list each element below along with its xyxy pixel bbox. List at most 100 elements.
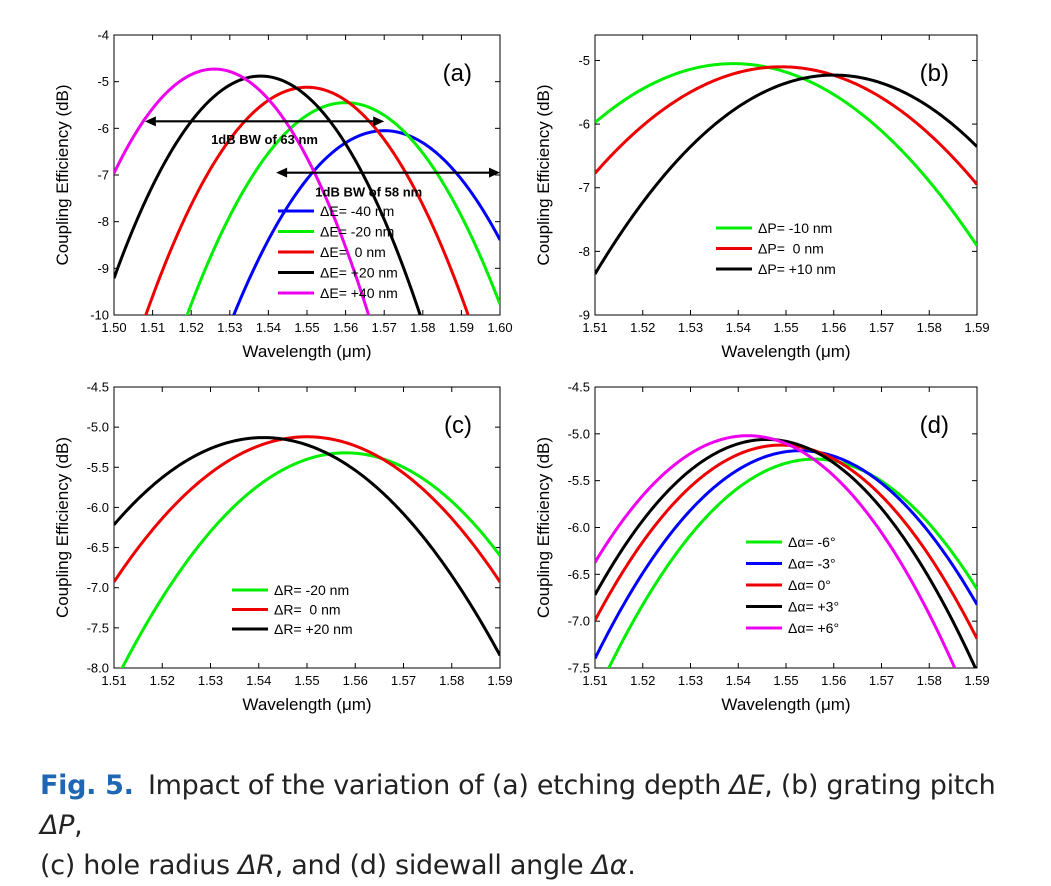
- x-tick-label: 1.55: [773, 320, 798, 335]
- legend-entry: Δα= +6°: [788, 620, 839, 636]
- x-tick-label: 1.55: [294, 320, 319, 335]
- y-tick-label: -7.5: [568, 661, 590, 676]
- series-line-0: [607, 457, 977, 668]
- x-tick-label: 1.52: [630, 673, 655, 688]
- panel-label: (b): [920, 60, 949, 87]
- panel-label: (c): [444, 412, 472, 439]
- y-tick-label: -6.5: [87, 540, 109, 555]
- y-tick-label: -10: [90, 308, 109, 323]
- series-line-1: [595, 449, 977, 660]
- caption-symbol-e: ΔE: [729, 770, 765, 801]
- y-tick-label: -7.5: [87, 620, 109, 635]
- legend: ΔE= -40 nm ΔE= -20 nm ΔE= 0 nm ΔE= +20 nm ΔE…: [278, 203, 398, 301]
- figure-caption: Fig. 5. Impact of the variation of (a) e…: [40, 766, 1040, 886]
- caption-text-3: ,: [74, 810, 83, 841]
- y-tick-label: -5.5: [568, 473, 590, 488]
- legend-entry: ΔE= -40 nm: [320, 203, 394, 219]
- legend-entry: ΔE= +20 nm: [320, 265, 398, 281]
- x-tick-label: 1.51: [101, 673, 126, 688]
- x-tick-label: 1.58: [917, 320, 942, 335]
- x-tick-label: 1.58: [917, 673, 942, 688]
- caption-text-1: Impact of the variation of (a) etching d…: [147, 770, 730, 801]
- series-group: [595, 62, 977, 275]
- x-tick-label: 1.53: [678, 320, 703, 335]
- x-tick-label: 1.52: [179, 320, 204, 335]
- x-tick-label: 1.54: [726, 673, 751, 688]
- x-tick-label: 1.56: [821, 673, 846, 688]
- x-tick-label: 1.58: [410, 320, 435, 335]
- caption-symbol-p: ΔP: [40, 810, 75, 841]
- series-group: [114, 67, 500, 315]
- x-tick-label: 1.50: [101, 320, 126, 335]
- y-tick-label: -6.0: [87, 500, 109, 515]
- x-tick-label: 1.56: [821, 320, 846, 335]
- legend-entry: ΔE= 0 nm: [320, 244, 386, 260]
- x-tick-label: 1.57: [869, 673, 894, 688]
- figure-label: Fig. 5.: [40, 770, 134, 801]
- series-line-3: [114, 74, 422, 315]
- y-tick-label: -6: [578, 117, 590, 132]
- caption-text-6: .: [627, 850, 636, 881]
- legend-entry: ΔP= -10 nm: [758, 220, 832, 236]
- arrowhead-left: [276, 167, 288, 178]
- y-axis-label: Coupling Efficiency (dB): [53, 437, 72, 618]
- x-tick-label: 1.57: [391, 673, 416, 688]
- y-tick-label: -8: [97, 214, 109, 229]
- caption-symbol-a: Δα: [591, 850, 628, 881]
- figure-panels: 1.50 1.51 1.52 1.53 1.54 1.55 1.56 1.57 1.58 1.59…: [53, 28, 990, 715]
- caption-text-2: , (b) grating pitch: [764, 770, 996, 801]
- x-tick-label: 1.54: [256, 320, 281, 335]
- y-axis-label: Coupling Efficiency (dB): [534, 437, 553, 618]
- y-tick-label: -5.5: [87, 460, 109, 475]
- x-tick-label: 1.53: [678, 673, 703, 688]
- y-tick-label: -7: [578, 180, 590, 195]
- x-tick-label: 1.57: [372, 320, 397, 335]
- x-axis-label: Wavelength (μm): [242, 342, 371, 361]
- chart-panel-a: 1.50 1.51 1.52 1.53 1.54 1.55 1.56 1.57 1.58 1.59…: [53, 28, 513, 362]
- annotation-label: 1dB BW of 63 nm: [211, 132, 318, 147]
- caption-text-4: (c) hole radius: [40, 850, 239, 881]
- series-line-4: [114, 67, 371, 315]
- x-axis-label: Wavelength (μm): [721, 695, 850, 714]
- x-tick-label: 1.55: [294, 673, 319, 688]
- series-line-2: [595, 443, 977, 640]
- legend-entry: Δα= +3°: [788, 599, 839, 615]
- x-tick-label: 1.58: [439, 673, 464, 688]
- panel-label: (d): [920, 412, 949, 439]
- legend-entry: ΔR= -20 nm: [274, 582, 349, 598]
- y-axis-label: Coupling Efficiency (dB): [534, 84, 553, 265]
- x-tick-label: 1.56: [333, 320, 358, 335]
- legend-entry: ΔP= 0 nm: [758, 241, 824, 257]
- series-line-0: [595, 62, 977, 247]
- y-tick-label: -5.0: [87, 420, 109, 435]
- x-tick-label: 1.57: [869, 320, 894, 335]
- y-tick-label: -7.0: [87, 580, 109, 595]
- legend-entry: ΔE= +40 nm: [320, 285, 398, 301]
- x-axis-label: Wavelength (μm): [242, 695, 371, 714]
- y-tick-label: -6.0: [568, 520, 590, 535]
- legend-entry: ΔP= +10 nm: [758, 261, 836, 277]
- series-line-4: [595, 434, 957, 668]
- bandwidth-annotation: 1dB BW of 63 nm: [144, 116, 385, 147]
- y-tick-label: -4.5: [87, 380, 109, 395]
- y-tick-label: -4: [97, 28, 109, 43]
- y-tick-label: -6.5: [568, 567, 590, 582]
- x-tick-label: 1.60: [487, 320, 512, 335]
- x-tick-label: 1.51: [582, 673, 607, 688]
- series-line-0: [120, 451, 500, 668]
- arrowhead-right: [373, 116, 385, 127]
- chart-panel-d: 1.51 1.52 1.53 1.54 1.55 1.56 1.57 1.58 1.59 -7.5…: [534, 380, 990, 715]
- y-tick-label: -5.0: [568, 426, 590, 441]
- series-line-2: [144, 85, 470, 315]
- x-tick-label: 1.51: [582, 320, 607, 335]
- bandwidth-annotation: 1dB BW of 58 nm: [276, 167, 500, 199]
- chart-panel-b: 1.51 1.52 1.53 1.54 1.55 1.56 1.57 1.58 1.59 -9 -8…: [534, 34, 990, 361]
- y-tick-label: -8: [578, 244, 590, 259]
- arrowhead-left: [144, 116, 156, 127]
- chart-panel-c: 1.51 1.52 1.53 1.54 1.55 1.56 1.57 1.58 1.59 -8.0…: [53, 380, 513, 715]
- y-axis-label: Coupling Efficiency (dB): [53, 84, 72, 265]
- x-tick-label: 1.51: [140, 320, 165, 335]
- caption-text-5: , and (d) sidewall angle: [274, 850, 592, 881]
- caption-symbol-r: ΔR: [238, 850, 275, 881]
- arrowhead-right: [489, 167, 500, 178]
